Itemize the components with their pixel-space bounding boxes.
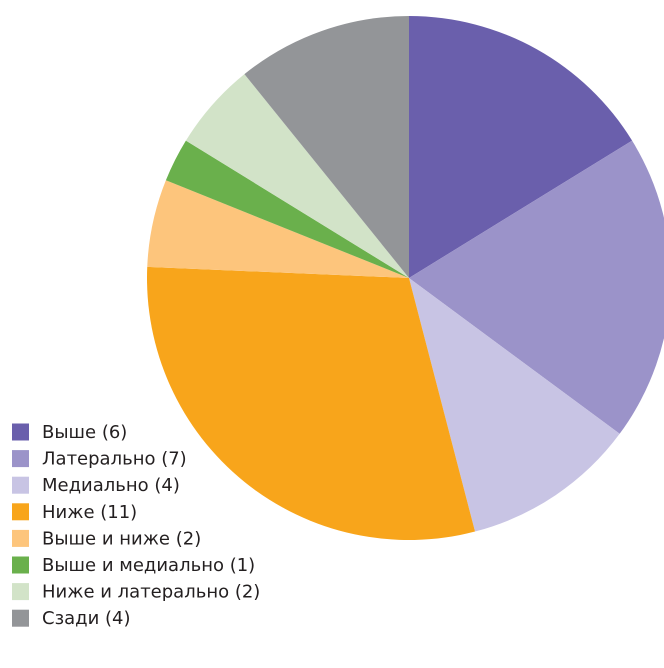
pie-slice: [165, 140, 409, 278]
legend-swatch: [12, 583, 29, 601]
legend-label: Выше (6): [42, 422, 127, 443]
legend-label: Латерально (7): [42, 449, 187, 470]
legend-label: Ниже и латерально (2): [42, 582, 260, 603]
legend-swatch: [12, 476, 29, 494]
pie-slice: [146, 266, 476, 540]
pie-slice: [409, 16, 633, 278]
legend-swatch: [12, 529, 29, 547]
legend-label: Сзади (4): [42, 608, 131, 629]
legend-swatch: [12, 556, 29, 574]
legend-swatch: [12, 609, 29, 627]
legend-swatch: [12, 503, 29, 521]
pie-slice: [185, 74, 409, 278]
pie-slice: [409, 140, 664, 434]
legend-swatch: [12, 423, 29, 441]
legend-label: Медиально (4): [42, 475, 180, 496]
pie-slice: [244, 16, 409, 278]
legend-label: Ниже (11): [42, 502, 137, 523]
legend-label: Выше и ниже (2): [42, 528, 201, 549]
legend-swatch: [12, 450, 29, 468]
legend-label: Выше и медиально (1): [42, 555, 255, 576]
pie-slice: [409, 278, 620, 532]
pie-slice: [147, 180, 409, 278]
